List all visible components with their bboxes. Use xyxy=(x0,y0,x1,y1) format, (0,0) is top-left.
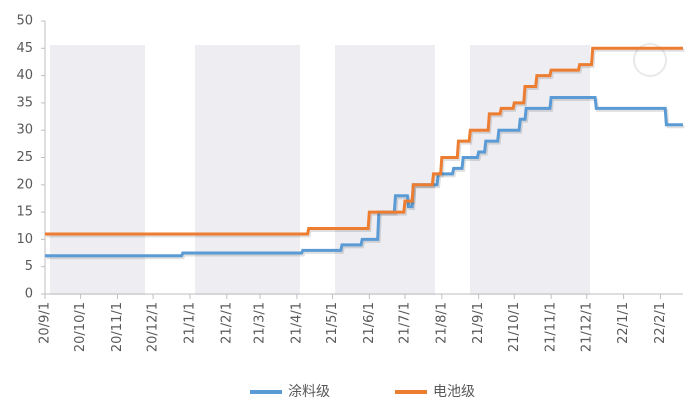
x-tick-label: 20/12/1 xyxy=(146,302,161,352)
y-tick-label: 15 xyxy=(16,205,33,220)
watermark-shape xyxy=(470,45,590,295)
y-tick-label: 25 xyxy=(16,150,33,165)
x-tick-label: 20/9/1 xyxy=(38,302,53,344)
watermark-circle xyxy=(633,43,667,77)
y-tick-label: 35 xyxy=(16,95,33,110)
x-tick-label: 20/11/1 xyxy=(110,302,125,352)
x-tick-label: 21/6/1 xyxy=(362,302,377,344)
x-tick-label: 21/7/1 xyxy=(397,302,412,344)
x-tick-label: 21/4/1 xyxy=(289,302,304,344)
y-tick-label: 5 xyxy=(25,259,33,274)
series-line xyxy=(45,95,683,258)
series-line xyxy=(45,46,683,236)
x-tick-label: 22/1/1 xyxy=(616,302,631,344)
y-tick-label: 45 xyxy=(16,41,33,56)
x-tick-label: 20/10/1 xyxy=(73,302,88,352)
x-tick-label: 21/8/1 xyxy=(434,302,449,344)
x-tick-label: 21/5/1 xyxy=(325,302,340,344)
legend-label: 涂料级 xyxy=(288,384,330,400)
x-tick-label: 21/10/1 xyxy=(507,302,522,352)
y-tick-label: 20 xyxy=(16,177,33,192)
watermark-shape xyxy=(50,45,145,295)
y-tick-label: 30 xyxy=(16,123,33,138)
y-tick-label: 0 xyxy=(25,287,33,302)
y-tick-label: 10 xyxy=(16,232,33,247)
x-tick-label: 21/1/1 xyxy=(182,302,197,344)
legend-label: 电池级 xyxy=(433,384,475,400)
x-tick-label: 21/3/1 xyxy=(253,302,268,344)
y-tick-label: 50 xyxy=(16,14,33,29)
x-tick-label: 22/2/1 xyxy=(653,302,668,344)
x-tick-label: 21/2/1 xyxy=(219,302,234,344)
line-shadow xyxy=(46,48,685,238)
line-shadow xyxy=(46,97,685,260)
x-tick-label: 21/9/1 xyxy=(471,302,486,344)
x-tick-label: 21/11/1 xyxy=(544,302,559,352)
watermark-shape xyxy=(335,45,435,295)
x-tick-label: 21/12/1 xyxy=(579,302,594,352)
watermark-shape xyxy=(195,45,300,295)
y-tick-label: 40 xyxy=(16,68,33,83)
